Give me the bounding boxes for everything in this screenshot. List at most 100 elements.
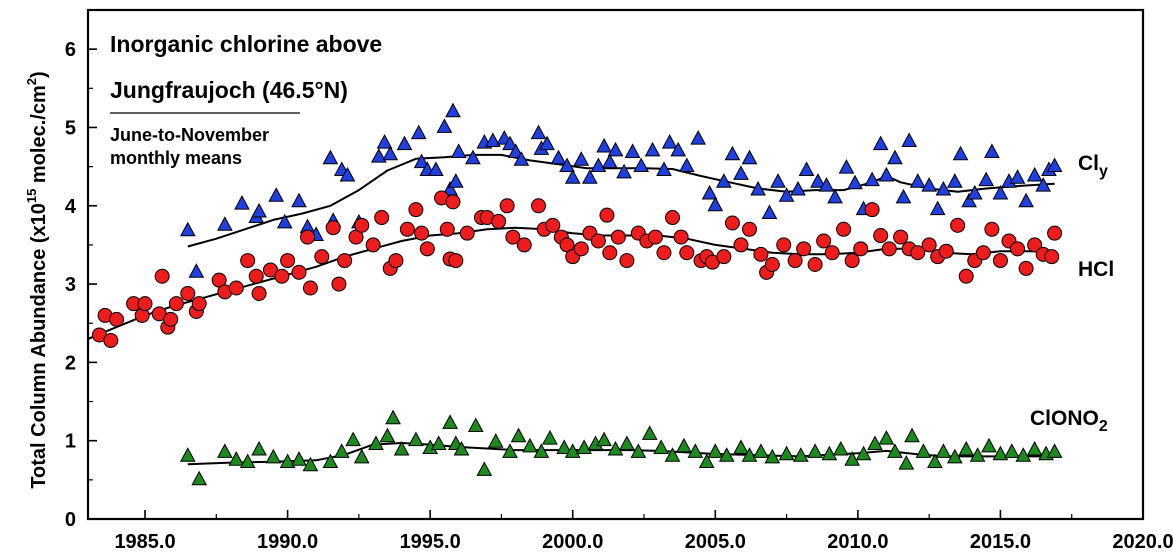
hcl-data-point bbox=[844, 253, 860, 269]
hcl-data-point bbox=[448, 253, 464, 269]
hcl-data-point bbox=[388, 253, 404, 269]
cly-data-point bbox=[559, 157, 575, 173]
clono2-data-point bbox=[442, 414, 458, 429]
clono2-data-point bbox=[393, 440, 410, 456]
clono2-data-point bbox=[764, 448, 781, 464]
clono2-data-point bbox=[698, 453, 715, 469]
clono2-data-point bbox=[753, 443, 769, 458]
clono2-data-point bbox=[1046, 443, 1063, 458]
clono2-data-point bbox=[687, 443, 704, 458]
hcl-data-point bbox=[716, 249, 732, 265]
cly-data-point bbox=[909, 173, 926, 188]
hcl-data-point bbox=[673, 229, 689, 245]
hcl-data-point bbox=[724, 215, 740, 231]
cly-data-point bbox=[573, 151, 590, 166]
cly-data-point bbox=[1046, 157, 1063, 173]
x-tick-label: 1985.0 bbox=[114, 531, 175, 553]
cly-data-point bbox=[396, 135, 413, 151]
clono2-data-point bbox=[1026, 440, 1043, 456]
cly-data-point bbox=[485, 132, 501, 147]
data-markers bbox=[91, 102, 1063, 486]
cly-data-point bbox=[770, 173, 786, 188]
hcl-data-point bbox=[647, 229, 663, 245]
hcl-data-point bbox=[824, 245, 840, 261]
cly-data-point bbox=[465, 149, 481, 165]
cly-data-point bbox=[707, 196, 724, 212]
hcl-data-point bbox=[180, 285, 196, 301]
clono2-data-point bbox=[556, 439, 573, 454]
x-tick-label: 1995.0 bbox=[400, 531, 461, 553]
cly-data-point bbox=[428, 161, 444, 176]
clono2-data-point bbox=[676, 437, 692, 453]
cly-data-point bbox=[371, 148, 387, 163]
cly-data-point bbox=[838, 159, 855, 174]
plot-frame bbox=[86, 8, 1145, 521]
cly-data-point bbox=[741, 149, 758, 165]
hcl-data-point bbox=[103, 332, 119, 348]
clono2-data-point bbox=[733, 439, 749, 454]
cly-data-point bbox=[978, 171, 995, 187]
hcl-data-point bbox=[262, 262, 278, 278]
series-label-clono2-sub: 2 bbox=[1099, 418, 1108, 435]
y-tick-label: 6 bbox=[65, 39, 76, 61]
hcl-data-point bbox=[776, 237, 792, 253]
cly-data-point bbox=[513, 151, 530, 166]
clono2-data-point bbox=[596, 431, 612, 447]
cly-data-point bbox=[234, 195, 250, 210]
hcl-data-point bbox=[796, 241, 812, 257]
x-tick-label: 2015.0 bbox=[970, 531, 1031, 553]
hcl-data-point bbox=[240, 253, 256, 269]
cly-data-point bbox=[410, 124, 427, 140]
series-label-cly-sub: y bbox=[1099, 163, 1108, 180]
cly-data-point bbox=[1026, 166, 1043, 182]
clono2-data-point bbox=[228, 451, 245, 466]
x-tick-label: 2005.0 bbox=[685, 531, 746, 553]
clono2-data-point bbox=[467, 417, 484, 433]
x-tick-label: 2000.0 bbox=[542, 531, 603, 553]
cly-data-point bbox=[550, 149, 567, 165]
cly-data-point bbox=[895, 188, 912, 204]
hcl-data-point bbox=[938, 243, 954, 259]
cly-data-point bbox=[887, 149, 903, 165]
hcl-data-point bbox=[602, 245, 618, 261]
cly-data-point bbox=[690, 130, 707, 145]
clono2-data-point bbox=[664, 447, 681, 462]
hcl-data-point bbox=[679, 245, 695, 261]
hcl-data-point bbox=[459, 225, 475, 241]
series-label-hcl: HCl bbox=[1078, 258, 1114, 281]
hcl-data-point bbox=[599, 207, 615, 223]
cly-data-point bbox=[582, 169, 598, 184]
hcl-data-point bbox=[733, 237, 749, 253]
cly-data-point bbox=[761, 204, 778, 220]
hcl-data-point bbox=[881, 241, 897, 257]
hcl-data-point bbox=[1027, 237, 1043, 253]
chart-title-line-2: Jungfraujoch (46.5°N) bbox=[110, 77, 348, 103]
cly-data-point bbox=[661, 134, 678, 149]
fit-line-cly bbox=[187, 153, 1055, 248]
cly-data-point bbox=[810, 173, 826, 188]
cly-data-point bbox=[445, 102, 461, 118]
clono2-data-point bbox=[353, 448, 370, 464]
cly-data-point bbox=[601, 153, 618, 169]
hcl-data-point bbox=[573, 241, 589, 257]
hcl-data-point bbox=[836, 221, 852, 237]
hcl-data-point bbox=[853, 241, 869, 257]
cly-data-point bbox=[507, 143, 524, 158]
cly-data-point bbox=[276, 213, 293, 229]
hcl-data-point bbox=[742, 221, 758, 237]
hcl-data-point bbox=[807, 257, 823, 272]
clono2-data-point bbox=[333, 443, 350, 458]
x-tick-label: 2010.0 bbox=[827, 531, 888, 553]
cly-data-point bbox=[624, 143, 641, 158]
clono2-data-point bbox=[641, 425, 658, 440]
clono2-data-point bbox=[408, 431, 424, 447]
y-tick-label: 2 bbox=[65, 352, 76, 374]
clono2-data-point bbox=[385, 409, 401, 425]
cly-data-point bbox=[633, 157, 649, 173]
hcl-data-point bbox=[354, 217, 370, 233]
cly-data-point bbox=[376, 134, 393, 149]
cly-data-point bbox=[724, 145, 741, 161]
y-tick-label: 0 bbox=[65, 509, 76, 531]
x-tick-label: 2020.0 bbox=[1112, 531, 1173, 553]
